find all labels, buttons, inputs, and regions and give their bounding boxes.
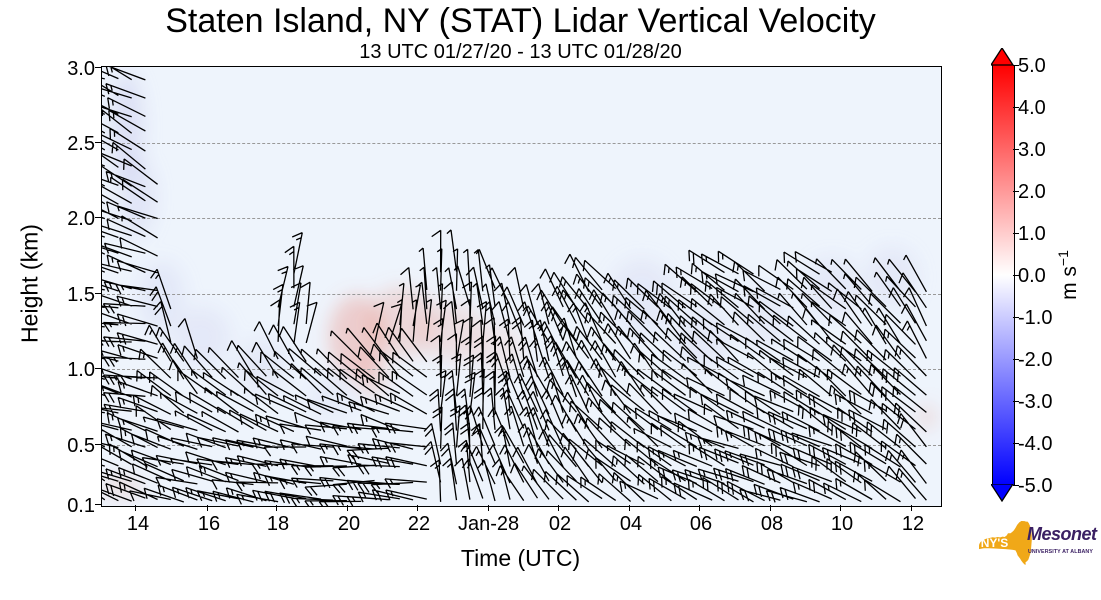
- svg-text:NY'S: NY'S: [981, 536, 1009, 550]
